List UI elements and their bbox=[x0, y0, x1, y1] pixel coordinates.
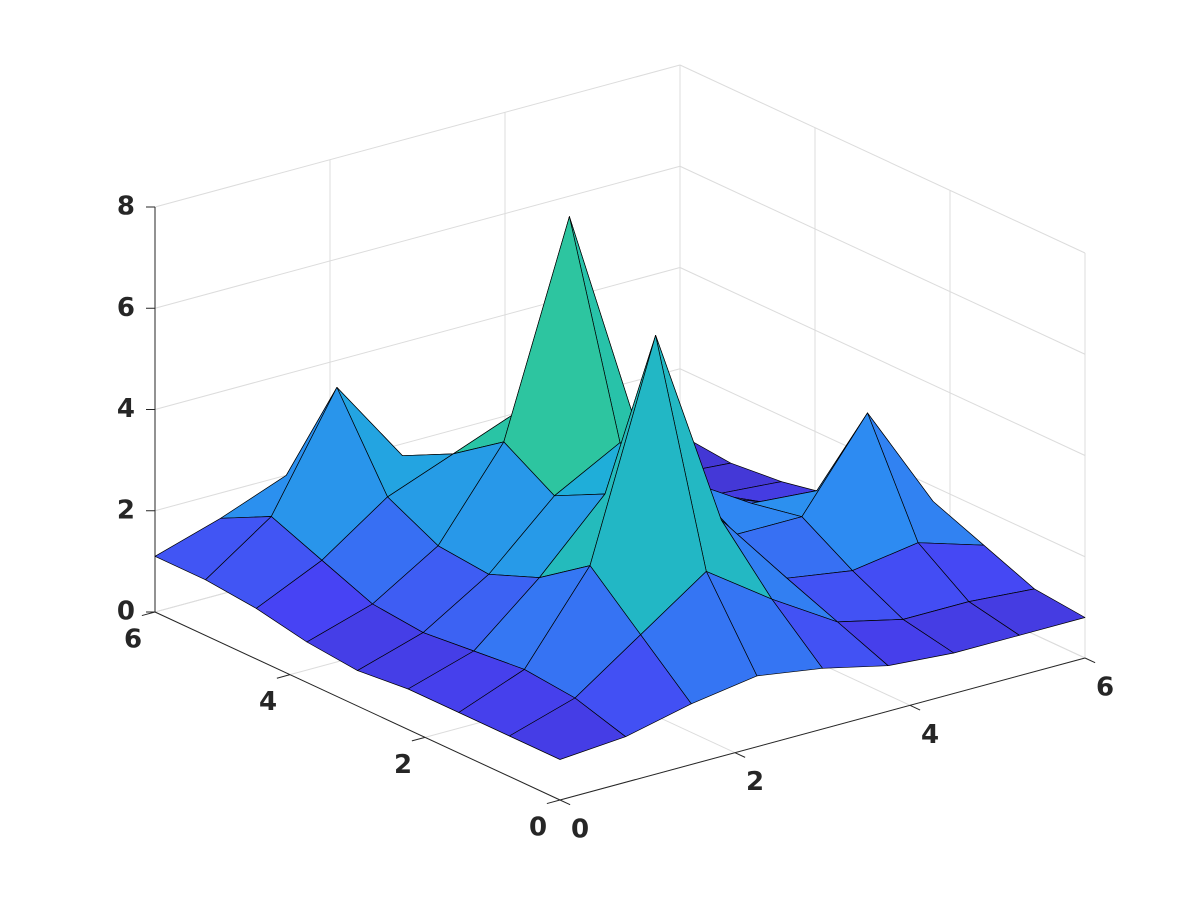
x-tick-label: 6 bbox=[1096, 673, 1114, 703]
y-tick-label: 6 bbox=[124, 625, 142, 655]
x-tick bbox=[559, 799, 571, 806]
z-tick-label: 4 bbox=[117, 394, 135, 424]
grid-line bbox=[154, 64, 681, 208]
y-tick-label: 2 bbox=[394, 750, 412, 780]
x-tick-label: 0 bbox=[571, 815, 589, 845]
y-tick-label: 4 bbox=[259, 687, 277, 717]
x-tick-label: 4 bbox=[921, 720, 939, 750]
x-tick bbox=[734, 752, 746, 758]
grid-line bbox=[154, 165, 681, 309]
y-tick bbox=[141, 611, 156, 617]
y-tick-label: 0 bbox=[529, 813, 547, 843]
surface-patch bbox=[509, 697, 626, 760]
grid-line bbox=[679, 165, 1086, 355]
z-tick-label: 0 bbox=[117, 597, 135, 627]
z-tick-label: 8 bbox=[117, 192, 135, 222]
y-tick bbox=[546, 799, 561, 805]
y-tick bbox=[411, 736, 426, 742]
grid-line bbox=[679, 64, 1086, 254]
z-tick-label: 2 bbox=[117, 495, 135, 525]
grid-line bbox=[679, 267, 1086, 456]
y-axis bbox=[154, 611, 561, 801]
x-tick bbox=[909, 704, 921, 711]
x-tick-label: 2 bbox=[746, 767, 764, 797]
x-axis bbox=[559, 657, 1086, 801]
z-tick-label: 6 bbox=[117, 293, 135, 323]
y-tick bbox=[276, 674, 291, 679]
x-tick bbox=[1084, 657, 1096, 664]
